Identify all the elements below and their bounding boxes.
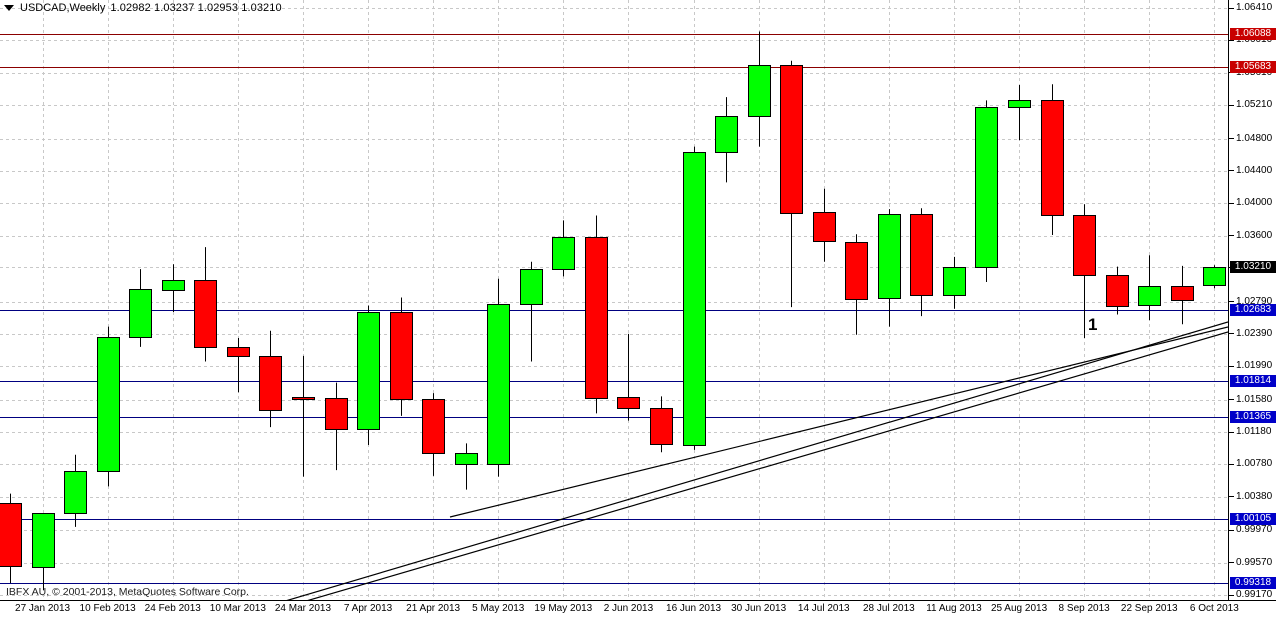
- price-level-value: 1.02683: [1234, 304, 1272, 316]
- time-axis[interactable]: 27 Jan 2013 10 Feb 2013 24 Feb 2013 10 Mar …: [0, 600, 1276, 619]
- price-axis-tick-label: 1.00780: [1236, 458, 1273, 470]
- price-level-value: 1.00105: [1234, 513, 1272, 525]
- tick-mark-icon: [1229, 39, 1234, 41]
- candlestick-series[interactable]: [0, 0, 1228, 600]
- chart-plot-area[interactable]: [0, 0, 1228, 600]
- price-axis-tick: 1.00380: [1229, 491, 1272, 503]
- time-axis-tick-label: 6 Oct 2013: [1189, 603, 1239, 614]
- price-level-label[interactable]: 1.05683: [1230, 60, 1276, 73]
- time-axis-tick-label: 14 Jul 2013: [797, 603, 850, 614]
- price-level-label[interactable]: 1.01814: [1230, 374, 1276, 387]
- price-axis-tick: 1.01990: [1229, 360, 1272, 372]
- price-axis-tick: 1.04800: [1229, 133, 1272, 145]
- tick-mark-icon: [1229, 333, 1234, 335]
- price-axis[interactable]: 1.064101.060101.056101.052101.048001.044…: [1228, 0, 1276, 600]
- price-axis-tick-label: 0.99570: [1236, 556, 1273, 568]
- price-level-value: 1.01814: [1234, 374, 1272, 386]
- price-axis-tick-label: 1.01580: [1236, 393, 1273, 405]
- price-axis-tick: 1.05210: [1229, 99, 1272, 111]
- price-axis-tick-label: 1.00380: [1236, 490, 1273, 502]
- price-axis-tick-label: 1.04000: [1236, 197, 1273, 209]
- price-axis-tick-label: 0.99970: [1236, 524, 1273, 536]
- tick-mark-icon: [1229, 235, 1234, 237]
- price-level-label[interactable]: 1.06088: [1230, 28, 1276, 41]
- price-axis-tick: 0.99970: [1229, 524, 1272, 536]
- price-axis-tick: 1.00780: [1229, 458, 1272, 470]
- price-level-label[interactable]: 1.02683: [1230, 304, 1276, 317]
- price-axis-tick: 1.06410: [1229, 2, 1272, 14]
- price-axis-tick: 0.99570: [1229, 557, 1272, 569]
- time-axis-tick-label: 28 Jul 2013: [862, 603, 915, 614]
- time-axis-tick-label: 21 Apr 2013: [406, 603, 461, 614]
- price-axis-tick: 1.01180: [1229, 426, 1271, 438]
- price-axis-tick: 1.04400: [1229, 165, 1272, 177]
- price-axis-tick: 1.04000: [1229, 197, 1272, 209]
- time-axis-tick-label: 19 May 2013: [534, 603, 593, 614]
- price-axis-tick: 0.99170: [1229, 589, 1272, 601]
- ohlc-values: 1.02982 1.03237 1.02953 1.03210: [110, 1, 282, 14]
- time-axis-tick-label: 25 Aug 2013: [990, 603, 1048, 614]
- tick-mark-icon: [1229, 202, 1234, 204]
- price-level-label[interactable]: 1.00105: [1230, 513, 1276, 526]
- price-axis-tick-label: 1.02390: [1236, 327, 1273, 339]
- price-axis-tick-label: 0.99170: [1236, 589, 1273, 600]
- price-axis-tick-label: 1.01990: [1236, 360, 1273, 372]
- time-axis-tick-label: 8 Sep 2013: [1058, 603, 1110, 614]
- tick-mark-icon: [1229, 7, 1234, 9]
- time-axis-tick-label: 10 Feb 2013: [79, 603, 136, 614]
- price-axis-tick: 1.01580: [1229, 394, 1272, 406]
- price-level-value: 1.03210: [1234, 261, 1272, 273]
- time-axis-tick-label: 27 Jan 2013: [15, 603, 71, 614]
- copyright-notice: IBFX AU, © 2001-2013, MetaQuotes Softwar…: [6, 586, 249, 598]
- price-axis-tick: 1.03600: [1229, 230, 1272, 242]
- level-lines-layer: [0, 34, 1228, 584]
- trendlines-layer[interactable]: [0, 0, 1228, 600]
- tick-mark-icon: [1229, 463, 1234, 465]
- chart-annotation-marker[interactable]: 1: [1088, 315, 1098, 334]
- time-axis-tick-label: 24 Mar 2013: [274, 603, 332, 614]
- price-level-value: 1.01365: [1234, 411, 1272, 423]
- tick-mark-icon: [1229, 431, 1234, 433]
- tick-mark-icon: [1229, 399, 1234, 401]
- price-axis-tick: 1.02790: [1229, 296, 1272, 308]
- price-level-value: 0.99318: [1234, 577, 1272, 588]
- price-level-value: 1.05683: [1234, 60, 1272, 72]
- tick-mark-icon: [1229, 301, 1234, 302]
- chevron-down-icon[interactable]: [4, 4, 14, 11]
- price-axis-tick-label: 1.02790: [1236, 295, 1273, 307]
- price-level-label[interactable]: 0.99318: [1230, 577, 1276, 589]
- tick-mark-icon: [1229, 562, 1234, 564]
- price-axis-tick-label: 1.03600: [1236, 229, 1273, 241]
- time-axis-tick-label: 11 Aug 2013: [926, 603, 982, 614]
- tick-mark-icon: [1229, 496, 1234, 498]
- price-axis-tick-label: 1.01180: [1236, 426, 1272, 438]
- tick-mark-icon: [1229, 170, 1234, 172]
- price-axis-tick-label: 1.04800: [1236, 132, 1273, 144]
- price-axis-tick: 1.02390: [1229, 328, 1272, 340]
- price-level-value: 1.06088: [1234, 28, 1272, 40]
- price-level-label[interactable]: 1.03210: [1230, 261, 1276, 274]
- time-axis-tick-label: 5 May 2013: [472, 603, 525, 614]
- time-axis-tick-label: 24 Feb 2013: [144, 603, 201, 614]
- time-axis-tick-label: 10 Mar 2013: [209, 603, 266, 614]
- time-axis-tick-label: 30 Jun 2013: [731, 603, 787, 614]
- price-axis-tick-label: 1.05210: [1236, 99, 1273, 111]
- tick-mark-icon: [1229, 138, 1234, 140]
- tick-mark-icon: [1229, 104, 1234, 106]
- price-axis-tick-label: 1.06410: [1236, 2, 1273, 13]
- chart-header: USDCAD,Weekly 1.02982 1.03237 1.02953 1.…: [0, 0, 282, 15]
- time-axis-tick-label: 7 Apr 2013: [343, 603, 393, 614]
- time-axis-tick-label: 2 Jun 2013: [603, 603, 654, 614]
- time-axis-tick-label: 22 Sep 2013: [1120, 603, 1178, 614]
- price-level-label[interactable]: 1.01365: [1230, 411, 1276, 424]
- tick-mark-icon: [1229, 529, 1234, 531]
- symbol-period-label: USDCAD,Weekly: [20, 1, 106, 14]
- time-axis-tick-label: 16 Jun 2013: [666, 603, 722, 614]
- price-axis-tick-label: 1.04400: [1236, 164, 1273, 176]
- tick-mark-icon: [1229, 594, 1234, 596]
- tick-mark-icon: [1229, 365, 1234, 367]
